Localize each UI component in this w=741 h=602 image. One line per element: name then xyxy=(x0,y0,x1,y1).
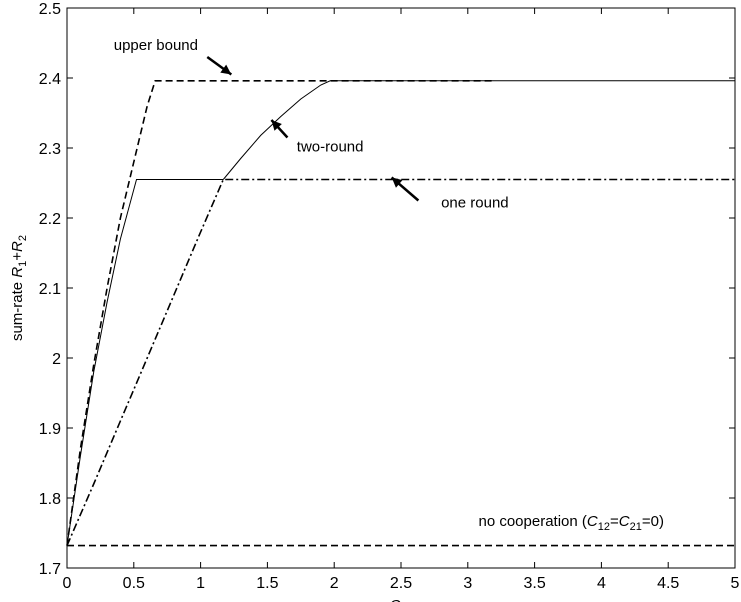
y-tick-label: 2.2 xyxy=(39,211,61,228)
x-tick-label: 4.5 xyxy=(657,575,679,592)
arrow-one_round-head xyxy=(391,177,403,188)
arrow-upper_bound-head xyxy=(220,64,232,75)
annotations: upper bound two-round one round no coope… xyxy=(114,37,664,533)
y-tick-label: 1.7 xyxy=(39,561,61,578)
x-tick-label: 4 xyxy=(597,575,606,592)
y-tick-label: 1.8 xyxy=(39,491,61,508)
y-axis-label-r1-sub: 1 xyxy=(17,261,29,267)
y-tick-label: 2.1 xyxy=(39,281,61,298)
x-tick-label: 5 xyxy=(731,575,740,592)
nocoop-c1: C xyxy=(587,513,598,530)
series-one_round-line xyxy=(66,178,735,546)
x-tick-label: 2 xyxy=(330,575,339,592)
plot-frame xyxy=(66,7,736,569)
nocoop-c1-sub: 12 xyxy=(598,521,610,533)
x-tick-label: 2.5 xyxy=(390,575,412,592)
y-axis-label-prefix: sum-rate xyxy=(9,278,26,341)
arrow-two_round-head xyxy=(271,120,282,131)
y-tick-label: 2.3 xyxy=(39,141,61,158)
x-axis-label: C21 xyxy=(389,597,412,602)
annotation-no-cooperation: no cooperation (C12=C21=0) xyxy=(478,513,663,533)
y-tick-label: 1.9 xyxy=(39,421,61,438)
annotation-upper-bound: upper bound xyxy=(114,37,198,54)
annotation-one-round: one round xyxy=(441,195,509,212)
x-tick-label: 1 xyxy=(196,575,205,592)
series-upper-line xyxy=(66,80,495,546)
y-tick-label: 2.5 xyxy=(39,1,61,18)
x-tick-label: 3.5 xyxy=(523,575,545,592)
y-axis-label-r2: R xyxy=(9,241,26,252)
annotation-two-round: two-round xyxy=(297,139,364,156)
nocoop-eq: = xyxy=(610,513,619,530)
nocoop-text-post: =0) xyxy=(642,513,664,530)
y-axis-label-r2-sub: 2 xyxy=(17,235,29,241)
y-tick-label: 2 xyxy=(52,351,61,368)
x-axis-label-main: C xyxy=(389,597,400,602)
series-two_round_solid-line xyxy=(66,179,224,546)
y-axis-label-plus: + xyxy=(9,252,26,261)
nocoop-c2: C xyxy=(619,513,630,530)
series-two_round_curve-line xyxy=(222,80,735,180)
x-tick-label: 0 xyxy=(63,575,72,592)
x-tick-label: 0.5 xyxy=(123,575,145,592)
nocoop-c2-sub: 21 xyxy=(630,521,642,533)
ticks: 0 0.5 1 1.5 2 2.5 3 3.5 4 4.5 5 1.7 1.8 1.9 2 2.1 2.2 2.3… xyxy=(39,1,740,592)
series-group xyxy=(66,80,735,547)
y-axis-label-r1: R xyxy=(9,267,26,278)
nocoop-text-pre: no cooperation ( xyxy=(478,513,586,530)
x-tick-label: 3 xyxy=(463,575,472,592)
y-axis-label: sum-rate R1+R2 xyxy=(9,235,29,341)
y-tick-label: 2.4 xyxy=(39,71,61,88)
x-tick-label: 1.5 xyxy=(256,575,278,592)
